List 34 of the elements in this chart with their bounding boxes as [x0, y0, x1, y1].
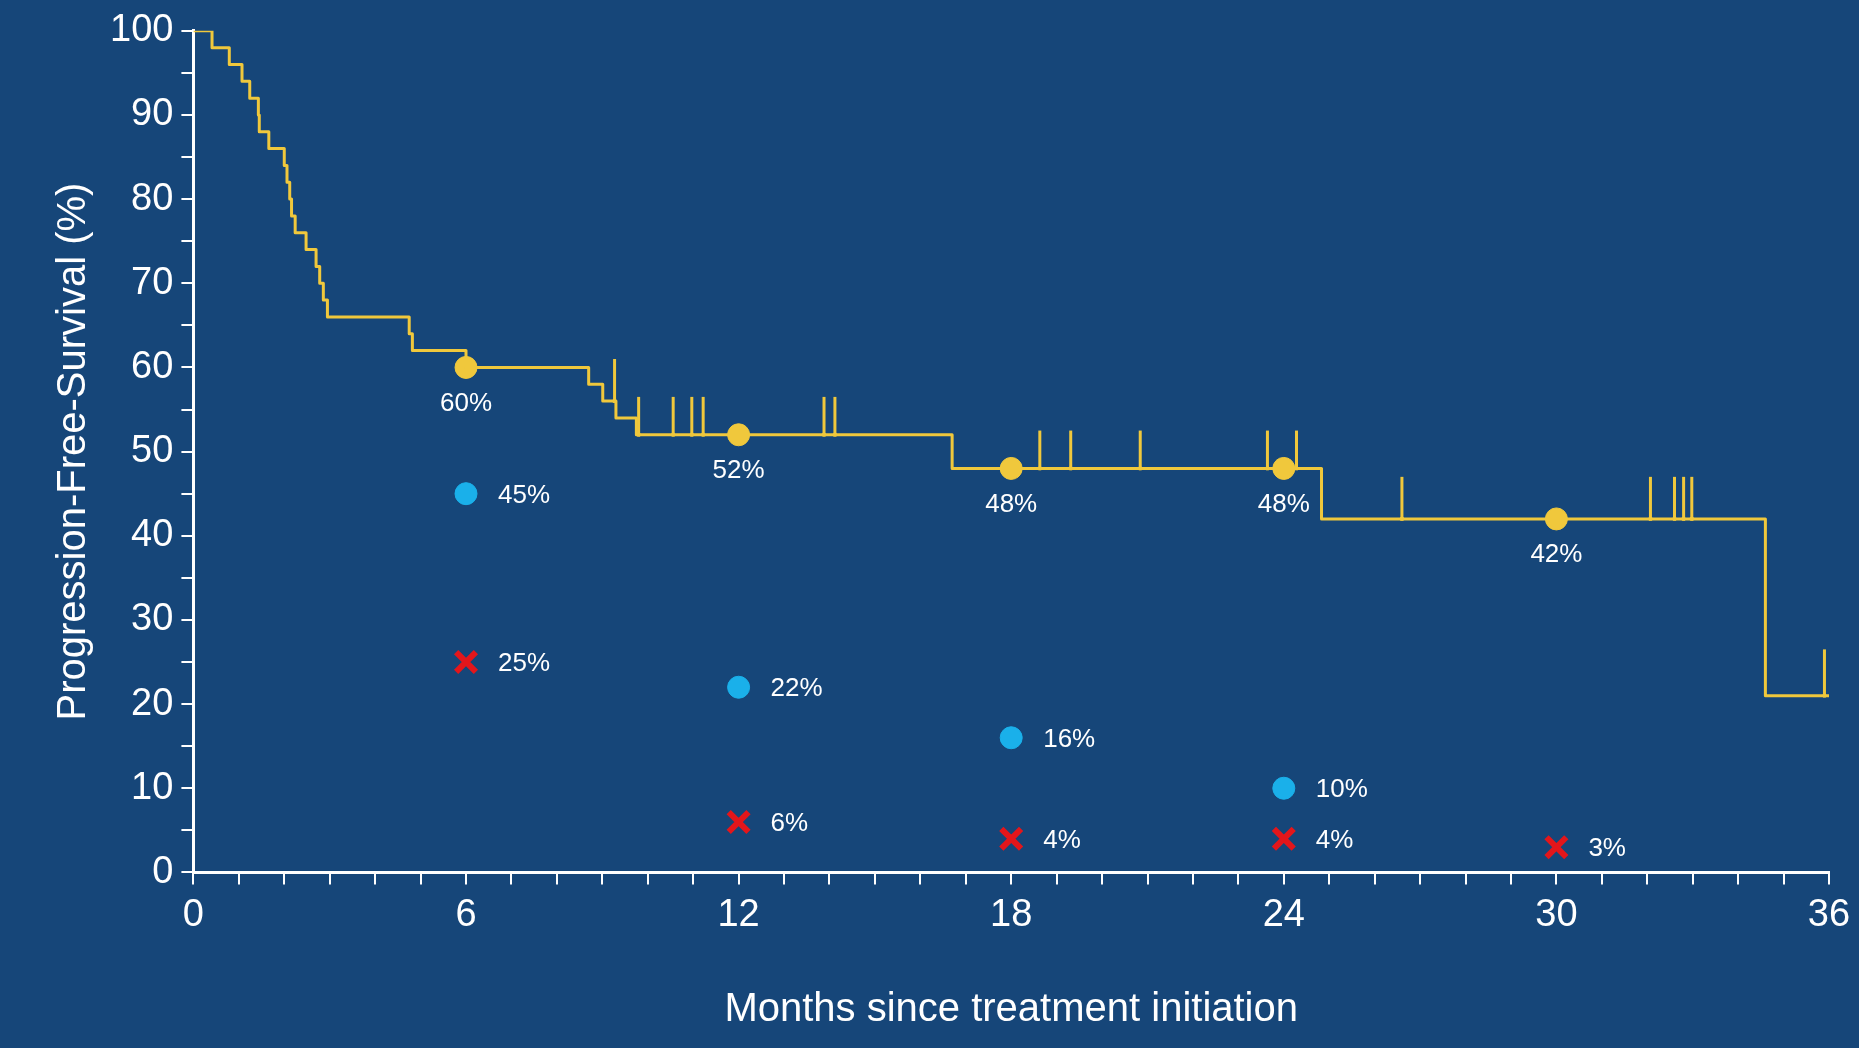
data-label: 42% [1530, 538, 1583, 569]
x-tick-label: 12 [717, 891, 760, 934]
data-label: 45% [498, 478, 551, 509]
data-label: 10% [1315, 773, 1368, 804]
data-label: 4% [1315, 823, 1354, 854]
data-label: 4% [1043, 823, 1081, 854]
x-tick-label: 30 [1535, 891, 1578, 934]
y-tick-label: 70 [131, 259, 174, 302]
y-tick-label: 90 [131, 91, 174, 134]
y-tick-label: 40 [131, 512, 174, 555]
data-label: 52% [712, 453, 765, 484]
data-label: 16% [1043, 722, 1096, 753]
x-tick-label: 6 [455, 891, 477, 934]
y-axis-title: Progression-Free-Survival (%) [49, 182, 94, 721]
data-label: 48% [985, 487, 1038, 518]
data-label: 25% [498, 647, 551, 678]
x-tick-label: 0 [182, 891, 204, 934]
x-tick-label: 18 [990, 891, 1033, 934]
data-label: 3% [1588, 832, 1626, 863]
y-tick-label: 0 [152, 848, 174, 891]
y-tick-label: 100 [110, 7, 174, 50]
x-tick-label: 24 [1262, 891, 1305, 934]
y-tick-label: 30 [131, 596, 174, 639]
x-axis-title: Months since treatment initiation [724, 985, 1299, 1030]
y-tick-label: 80 [131, 175, 174, 218]
x-tick-label: 36 [1807, 891, 1851, 934]
data-label: 60% [439, 386, 493, 417]
data-label: 6% [770, 807, 809, 838]
data-label: 22% [770, 672, 823, 703]
y-tick-label: 20 [131, 680, 174, 723]
y-tick-label: 60 [131, 343, 174, 386]
data-label: 48% [1257, 487, 1310, 518]
y-tick-label: 10 [131, 764, 174, 807]
y-tick-label: 50 [131, 428, 174, 471]
